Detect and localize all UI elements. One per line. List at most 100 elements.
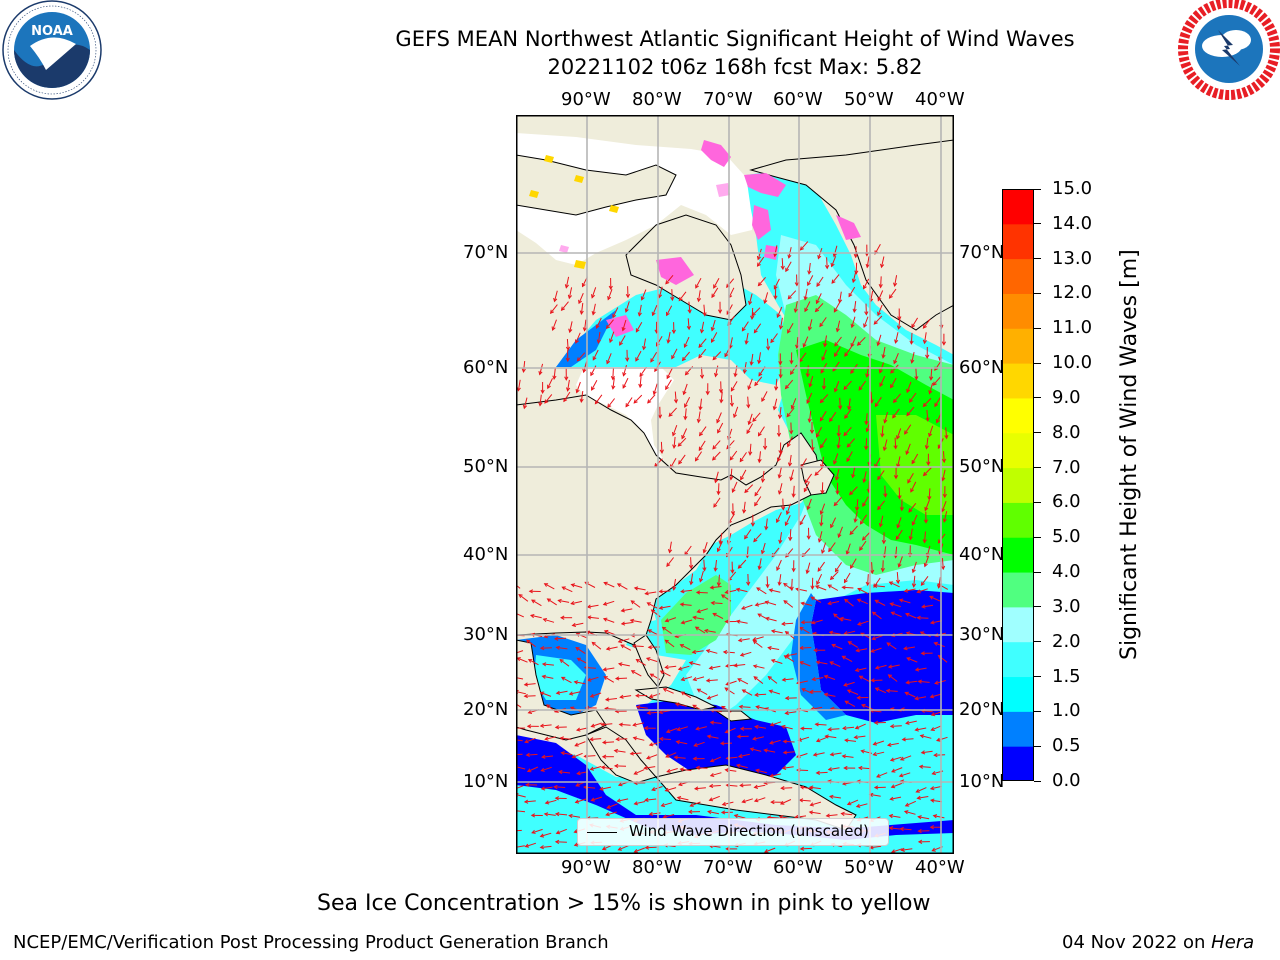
wind-wave-arrowhead: [784, 521, 789, 527]
wind-wave-arrowhead: [934, 402, 939, 408]
wind-wave-arrow: [819, 317, 827, 327]
wind-wave-arrow: [789, 454, 792, 466]
wind-wave-arrow: [783, 600, 794, 608]
wind-wave-arrow: [891, 611, 902, 618]
wind-wave-arrowhead: [917, 839, 923, 844]
wind-wave-arrow: [621, 622, 633, 625]
wind-wave-arrow: [918, 816, 930, 820]
wind-wave-arrow: [660, 441, 663, 453]
wind-wave-arrow: [650, 352, 658, 363]
wind-wave-arrowhead: [737, 638, 743, 643]
colorbar-tick-mark: [1034, 188, 1041, 190]
wind-wave-arrow: [771, 659, 783, 664]
lat-label-right-30n: 30°N: [959, 624, 1005, 645]
wind-wave-arrow: [846, 451, 853, 462]
wind-wave-arrow: [701, 321, 705, 333]
wind-wave-arrow: [766, 338, 769, 350]
wind-wave-arrow: [765, 518, 768, 530]
wind-wave-arrowhead: [789, 430, 794, 435]
wind-wave-arrowhead: [855, 803, 861, 808]
lat-label-left-20n: 20°N: [463, 699, 509, 720]
wind-wave-arrow: [910, 481, 917, 493]
wind-wave-arrowhead: [919, 631, 925, 636]
wind-wave-arrowhead: [800, 601, 805, 606]
wind-wave-arrow: [739, 706, 751, 708]
wind-wave-arrow: [597, 331, 601, 343]
wind-wave-arrow: [828, 767, 840, 771]
wind-wave-arrowhead: [789, 360, 794, 365]
wind-wave-arrow: [747, 378, 753, 390]
wind-wave-arrowhead: [769, 722, 775, 727]
colorbar-cell: [1002, 432, 1034, 469]
wind-wave-arrow: [816, 293, 822, 304]
wind-wave-arrow: [813, 752, 825, 756]
wind-wave-arrowhead: [787, 442, 791, 448]
wind-wave-arrow: [699, 426, 707, 436]
wind-wave-arrowhead: [694, 626, 700, 631]
wind-wave-arrowhead: [757, 565, 762, 571]
wind-wave-arrow: [943, 511, 948, 523]
wind-wave-arrow: [898, 556, 903, 567]
wind-wave-arrowhead: [813, 648, 818, 653]
wind-wave-arrowhead: [799, 645, 804, 651]
wind-wave-arrowhead: [795, 344, 800, 350]
wind-wave-arrow: [659, 738, 671, 740]
wind-wave-arrowhead: [526, 768, 532, 773]
wind-wave-arrowhead: [664, 639, 669, 644]
wind-wave-arrowhead: [817, 255, 822, 260]
wind-wave-arrowhead: [756, 587, 761, 592]
wind-wave-arrow: [680, 768, 692, 772]
wind-wave-arrow: [865, 438, 868, 450]
wind-wave-arrow: [811, 439, 814, 451]
wind-wave-arrowhead: [738, 704, 744, 709]
wind-wave-arrowhead: [827, 601, 832, 606]
wind-wave-arrow: [930, 799, 942, 803]
wind-wave-arrow: [873, 315, 883, 325]
wind-wave-arrow: [712, 613, 724, 620]
wind-wave-arrowhead: [648, 694, 654, 699]
wind-wave-arrowhead: [539, 845, 544, 850]
wind-wave-arrow: [930, 693, 942, 698]
wind-wave-arrowhead: [567, 294, 572, 300]
wind-wave-arrowhead: [573, 829, 578, 834]
wind-wave-arrowhead: [544, 800, 550, 805]
wind-wave-arrow: [525, 842, 537, 848]
wind-wave-arrow: [614, 750, 626, 753]
wind-wave-arrowhead: [862, 502, 867, 507]
wind-wave-arrow: [829, 661, 841, 668]
wind-wave-arrow: [666, 368, 673, 379]
wind-wave-arrow: [553, 367, 556, 379]
wind-wave-arrowhead: [827, 727, 832, 732]
wind-wave-arrowhead: [699, 374, 705, 380]
wind-wave-arrowhead: [670, 296, 675, 302]
wind-wave-arrow: [617, 583, 628, 590]
wind-wave-arrowhead: [773, 252, 778, 258]
wind-wave-arrowhead: [924, 445, 930, 450]
wind-wave-arrow: [826, 814, 838, 817]
wind-wave-arrowhead: [803, 296, 808, 301]
wind-wave-arrowhead: [888, 294, 893, 299]
wind-wave-arrowhead: [731, 488, 736, 493]
wind-wave-arrowhead: [814, 585, 820, 590]
wind-wave-arrow: [934, 642, 945, 648]
wind-wave-arrow: [851, 316, 856, 328]
wind-wave-arrowhead: [896, 435, 901, 440]
wind-wave-arrow: [618, 663, 630, 667]
wind-wave-arrowhead: [540, 786, 546, 791]
wind-wave-arrowhead: [879, 382, 884, 388]
wind-wave-arrowhead: [658, 605, 664, 610]
wind-wave-arrowhead: [571, 754, 576, 759]
wind-wave-arrow: [540, 647, 552, 649]
wind-wave-arrowhead: [678, 297, 683, 302]
wind-wave-arrow: [733, 406, 739, 418]
wind-wave-arrow: [758, 426, 765, 437]
wind-wave-arrow: [884, 485, 886, 497]
wind-wave-arrowhead: [637, 312, 642, 317]
wind-wave-arrow: [832, 644, 843, 650]
wind-wave-arrow: [782, 498, 784, 510]
wind-wave-arrow: [828, 728, 840, 730]
wind-wave-arrowhead: [518, 593, 523, 599]
wind-wave-arrowhead: [843, 578, 848, 584]
colorbar-tick-label: 1.5: [1052, 665, 1081, 687]
wind-wave-arrow: [785, 515, 791, 526]
